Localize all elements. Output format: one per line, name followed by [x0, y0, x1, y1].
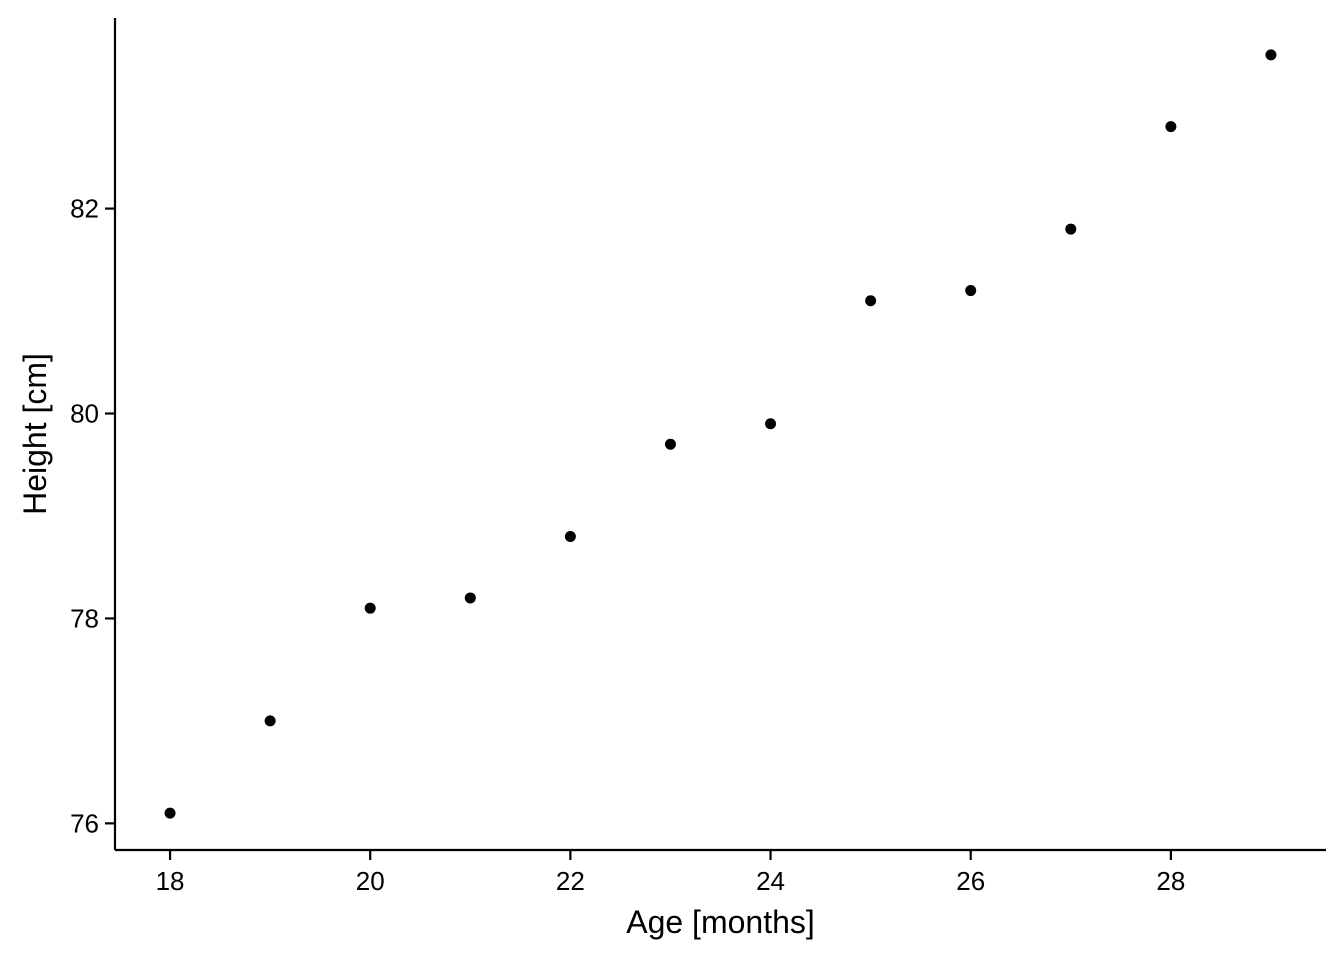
y-axis-title: Height [cm]: [17, 353, 53, 515]
x-tick-label: 28: [1156, 866, 1185, 896]
data-point: [1065, 223, 1077, 235]
x-axis-ticks: 18 20 22 24 26 28: [156, 850, 1185, 896]
x-tick-label: 26: [956, 866, 985, 896]
data-point: [1165, 121, 1177, 133]
data-points: [164, 49, 1277, 819]
x-axis-title: Age [months]: [626, 904, 815, 940]
y-tick-label: 82: [70, 194, 99, 224]
data-point: [464, 592, 476, 604]
data-point: [164, 807, 176, 819]
data-point: [564, 530, 576, 542]
x-tick-label: 18: [156, 866, 185, 896]
y-tick-label: 76: [70, 808, 99, 838]
x-tick-label: 20: [356, 866, 385, 896]
x-tick-label: 22: [556, 866, 585, 896]
y-tick-label: 80: [70, 399, 99, 429]
data-point: [965, 285, 977, 297]
y-tick-label: 78: [70, 603, 99, 633]
data-point: [1265, 49, 1277, 61]
data-point: [264, 715, 276, 727]
data-point: [765, 418, 777, 430]
y-axis-ticks: 76 78 80 82: [70, 194, 115, 838]
data-point: [364, 602, 376, 614]
x-tick-label: 24: [756, 866, 785, 896]
data-point: [865, 295, 877, 307]
data-point: [664, 438, 676, 450]
